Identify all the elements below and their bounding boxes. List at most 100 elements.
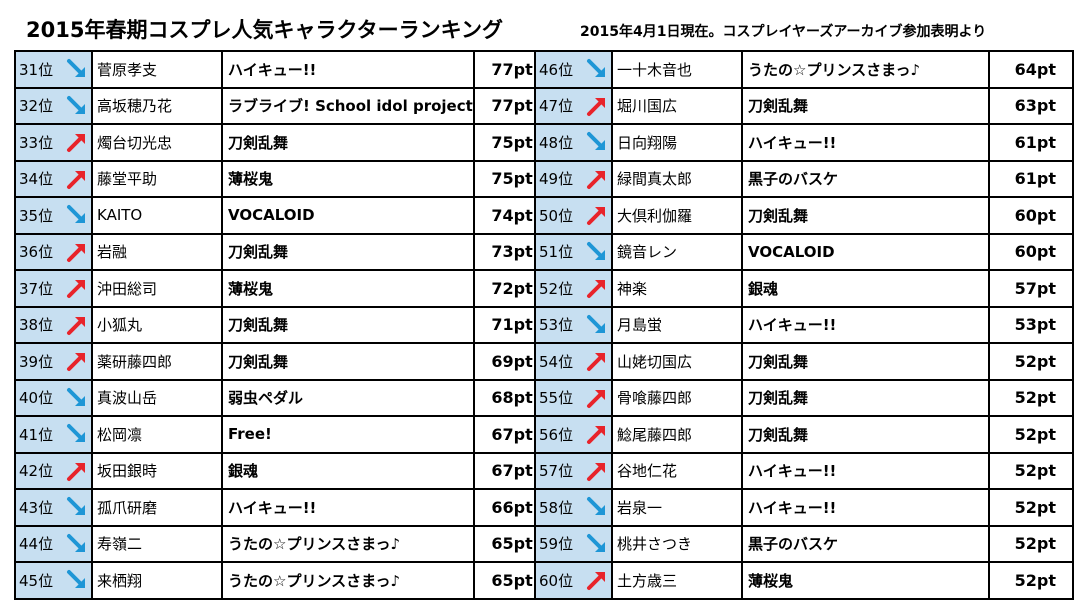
- character-name: 小狐丸: [91, 305, 223, 344]
- trend-down-arrow-icon: [583, 488, 613, 527]
- series-title: 銀魂: [221, 451, 475, 490]
- points-value: 63pt: [988, 86, 1074, 125]
- series-title: うたの☆プリンスさまっ♪: [741, 50, 990, 89]
- series-title: うたの☆プリンスさまっ♪: [221, 561, 475, 600]
- rank-label: 57位: [534, 451, 583, 490]
- character-name: 神楽: [611, 269, 743, 308]
- points-value: 60pt: [988, 232, 1074, 271]
- trend-down-arrow-icon: [583, 123, 613, 162]
- series-title: 薄桜鬼: [221, 269, 475, 308]
- trend-up-arrow-icon: [583, 378, 613, 417]
- series-title: 刀剣乱舞: [741, 378, 990, 417]
- ranking-table-left: 31位 菅原孝支 ハイキュー!! 77pt 32位 高坂穂乃花 ラブライブ! School …: [14, 50, 551, 600]
- table-row: 35位 KAITO VOCALOID 74pt: [14, 196, 551, 235]
- points-value: 52pt: [988, 451, 1074, 490]
- table-row: 53位 月島蛍 ハイキュー!! 53pt: [534, 305, 1074, 344]
- table-row: 41位 松岡凛 Free! 67pt: [14, 415, 551, 454]
- character-name: 高坂穂乃花: [91, 86, 223, 125]
- series-title: 黒子のバスケ: [741, 524, 990, 563]
- trend-down-arrow-icon: [63, 378, 93, 417]
- rank-label: 53位: [534, 305, 583, 344]
- series-title: 刀剣乱舞: [741, 196, 990, 235]
- points-value: 57pt: [988, 269, 1074, 308]
- table-row: 54位 山姥切国広 刀剣乱舞 52pt: [534, 342, 1074, 381]
- points-value: 64pt: [988, 50, 1074, 89]
- rank-label: 42位: [14, 451, 63, 490]
- character-name: KAITO: [91, 196, 223, 235]
- trend-down-arrow-icon: [63, 561, 93, 600]
- rank-label: 60位: [534, 561, 583, 600]
- rank-label: 59位: [534, 524, 583, 563]
- points-value: 52pt: [988, 561, 1074, 600]
- series-title: ハイキュー!!: [221, 488, 475, 527]
- series-title: 刀剣乱舞: [221, 232, 475, 271]
- character-name: 燭台切光忠: [91, 123, 223, 162]
- series-title: 薄桜鬼: [221, 159, 475, 198]
- series-title: VOCALOID: [221, 196, 475, 235]
- table-row: 51位 鏡音レン VOCALOID 60pt: [534, 232, 1074, 271]
- series-title: うたの☆プリンスさまっ♪: [221, 524, 475, 563]
- table-row: 59位 桃井さつき 黒子のバスケ 52pt: [534, 524, 1074, 563]
- character-name: 土方歳三: [611, 561, 743, 600]
- character-name: 岩融: [91, 232, 223, 271]
- rank-label: 34位: [14, 159, 63, 198]
- rank-label: 44位: [14, 524, 63, 563]
- ranking-table-right: 46位 一十木音也 うたの☆プリンスさまっ♪ 64pt 47位 堀川国広 刀剣乱舞 63pt 4…: [534, 50, 1074, 600]
- character-name: 大倶利伽羅: [611, 196, 743, 235]
- table-row: 60位 土方歳三 薄桜鬼 52pt: [534, 561, 1074, 600]
- series-title: 弱虫ペダル: [221, 378, 475, 417]
- character-name: 骨喰藤四郎: [611, 378, 743, 417]
- table-row: 46位 一十木音也 うたの☆プリンスさまっ♪ 64pt: [534, 50, 1074, 89]
- character-name: 真波山岳: [91, 378, 223, 417]
- table-row: 50位 大倶利伽羅 刀剣乱舞 60pt: [534, 196, 1074, 235]
- table-row: 43位 孤爪研磨 ハイキュー!! 66pt: [14, 488, 551, 527]
- rank-label: 56位: [534, 415, 583, 454]
- points-value: 53pt: [988, 305, 1074, 344]
- series-title: 黒子のバスケ: [741, 159, 990, 198]
- character-name: 一十木音也: [611, 50, 743, 89]
- table-row: 32位 高坂穂乃花 ラブライブ! School idol project 77pt: [14, 86, 551, 125]
- table-row: 37位 沖田総司 薄桜鬼 72pt: [14, 269, 551, 308]
- rank-label: 47位: [534, 86, 583, 125]
- rank-label: 43位: [14, 488, 63, 527]
- trend-up-arrow-icon: [583, 342, 613, 381]
- rank-label: 32位: [14, 86, 63, 125]
- rank-label: 58位: [534, 488, 583, 527]
- table-row: 34位 藤堂平助 薄桜鬼 75pt: [14, 159, 551, 198]
- character-name: 日向翔陽: [611, 123, 743, 162]
- table-row: 39位 薬研藤四郎 刀剣乱舞 69pt: [14, 342, 551, 381]
- page-title: 2015年春期コスプレ人気キャラクターランキング: [26, 18, 503, 42]
- character-name: 堀川国広: [611, 86, 743, 125]
- rank-label: 49位: [534, 159, 583, 198]
- series-title: ハイキュー!!: [741, 488, 990, 527]
- points-value: 52pt: [988, 415, 1074, 454]
- series-title: VOCALOID: [741, 232, 990, 271]
- series-title: Free!: [221, 415, 475, 454]
- points-value: 61pt: [988, 123, 1074, 162]
- series-title: ハイキュー!!: [221, 50, 475, 89]
- ranking-rows-right: 46位 一十木音也 うたの☆プリンスさまっ♪ 64pt 47位 堀川国広 刀剣乱舞 63pt 4…: [534, 50, 1074, 600]
- trend-down-arrow-icon: [63, 196, 93, 235]
- page-subtitle: 2015年4月1日現在。コスプレイヤーズアーカイブ参加表明より: [580, 24, 987, 40]
- points-value: 52pt: [988, 524, 1074, 563]
- table-row: 48位 日向翔陽 ハイキュー!! 61pt: [534, 123, 1074, 162]
- series-title: 刀剣乱舞: [741, 86, 990, 125]
- rank-label: 39位: [14, 342, 63, 381]
- trend-up-arrow-icon: [583, 159, 613, 198]
- trend-down-arrow-icon: [63, 415, 93, 454]
- rank-label: 50位: [534, 196, 583, 235]
- character-name: 坂田銀時: [91, 451, 223, 490]
- trend-up-arrow-icon: [583, 269, 613, 308]
- series-title: 薄桜鬼: [741, 561, 990, 600]
- trend-up-arrow-icon: [63, 159, 93, 198]
- trend-down-arrow-icon: [63, 488, 93, 527]
- character-name: 山姥切国広: [611, 342, 743, 381]
- series-title: ハイキュー!!: [741, 451, 990, 490]
- character-name: 沖田総司: [91, 269, 223, 308]
- character-name: 鯰尾藤四郎: [611, 415, 743, 454]
- rank-label: 54位: [534, 342, 583, 381]
- character-name: 谷地仁花: [611, 451, 743, 490]
- rank-label: 55位: [534, 378, 583, 417]
- trend-down-arrow-icon: [63, 50, 93, 89]
- trend-up-arrow-icon: [583, 561, 613, 600]
